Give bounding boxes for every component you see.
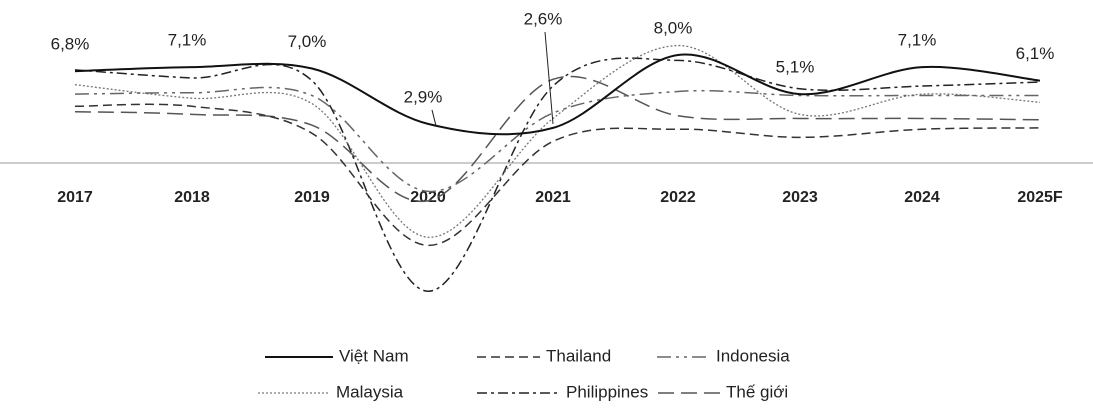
legend-label: Việt Nam <box>339 346 409 365</box>
line-series <box>74 75 1041 203</box>
x-tick-label: 2023 <box>782 189 818 206</box>
leader-line <box>544 31 554 124</box>
data-label: 8,0% <box>654 18 693 37</box>
leader-line <box>431 109 437 126</box>
line-series <box>74 57 1041 293</box>
data-label: 2,6% <box>524 9 563 28</box>
line-series <box>74 44 1041 238</box>
x-tick-label: 2018 <box>174 189 210 206</box>
data-label: 7,1% <box>898 31 937 50</box>
x-tick-label: 2025F <box>1017 189 1063 206</box>
x-tick-label: 2019 <box>294 189 330 206</box>
legend-label: Malaysia <box>336 382 404 401</box>
line-series <box>74 53 1041 136</box>
data-label: 2,9% <box>404 87 443 106</box>
data-label: 6,8% <box>51 35 90 54</box>
data-label: 7,1% <box>168 31 207 50</box>
data-label: 6,1% <box>1016 44 1055 63</box>
legend-label: Indonesia <box>716 346 790 365</box>
x-tick-label: 2024 <box>904 189 940 206</box>
line-series <box>74 103 1041 247</box>
legend-label: Thế giới <box>726 382 788 401</box>
x-tick-label: 2021 <box>535 189 571 206</box>
legend-label: Thailand <box>546 346 611 365</box>
x-tick-label: 2017 <box>57 189 93 206</box>
legend-label: Philippines <box>566 382 648 401</box>
x-tick-label: 2022 <box>660 189 696 206</box>
data-label: 5,1% <box>776 58 815 77</box>
data-label: 7,0% <box>288 32 327 51</box>
